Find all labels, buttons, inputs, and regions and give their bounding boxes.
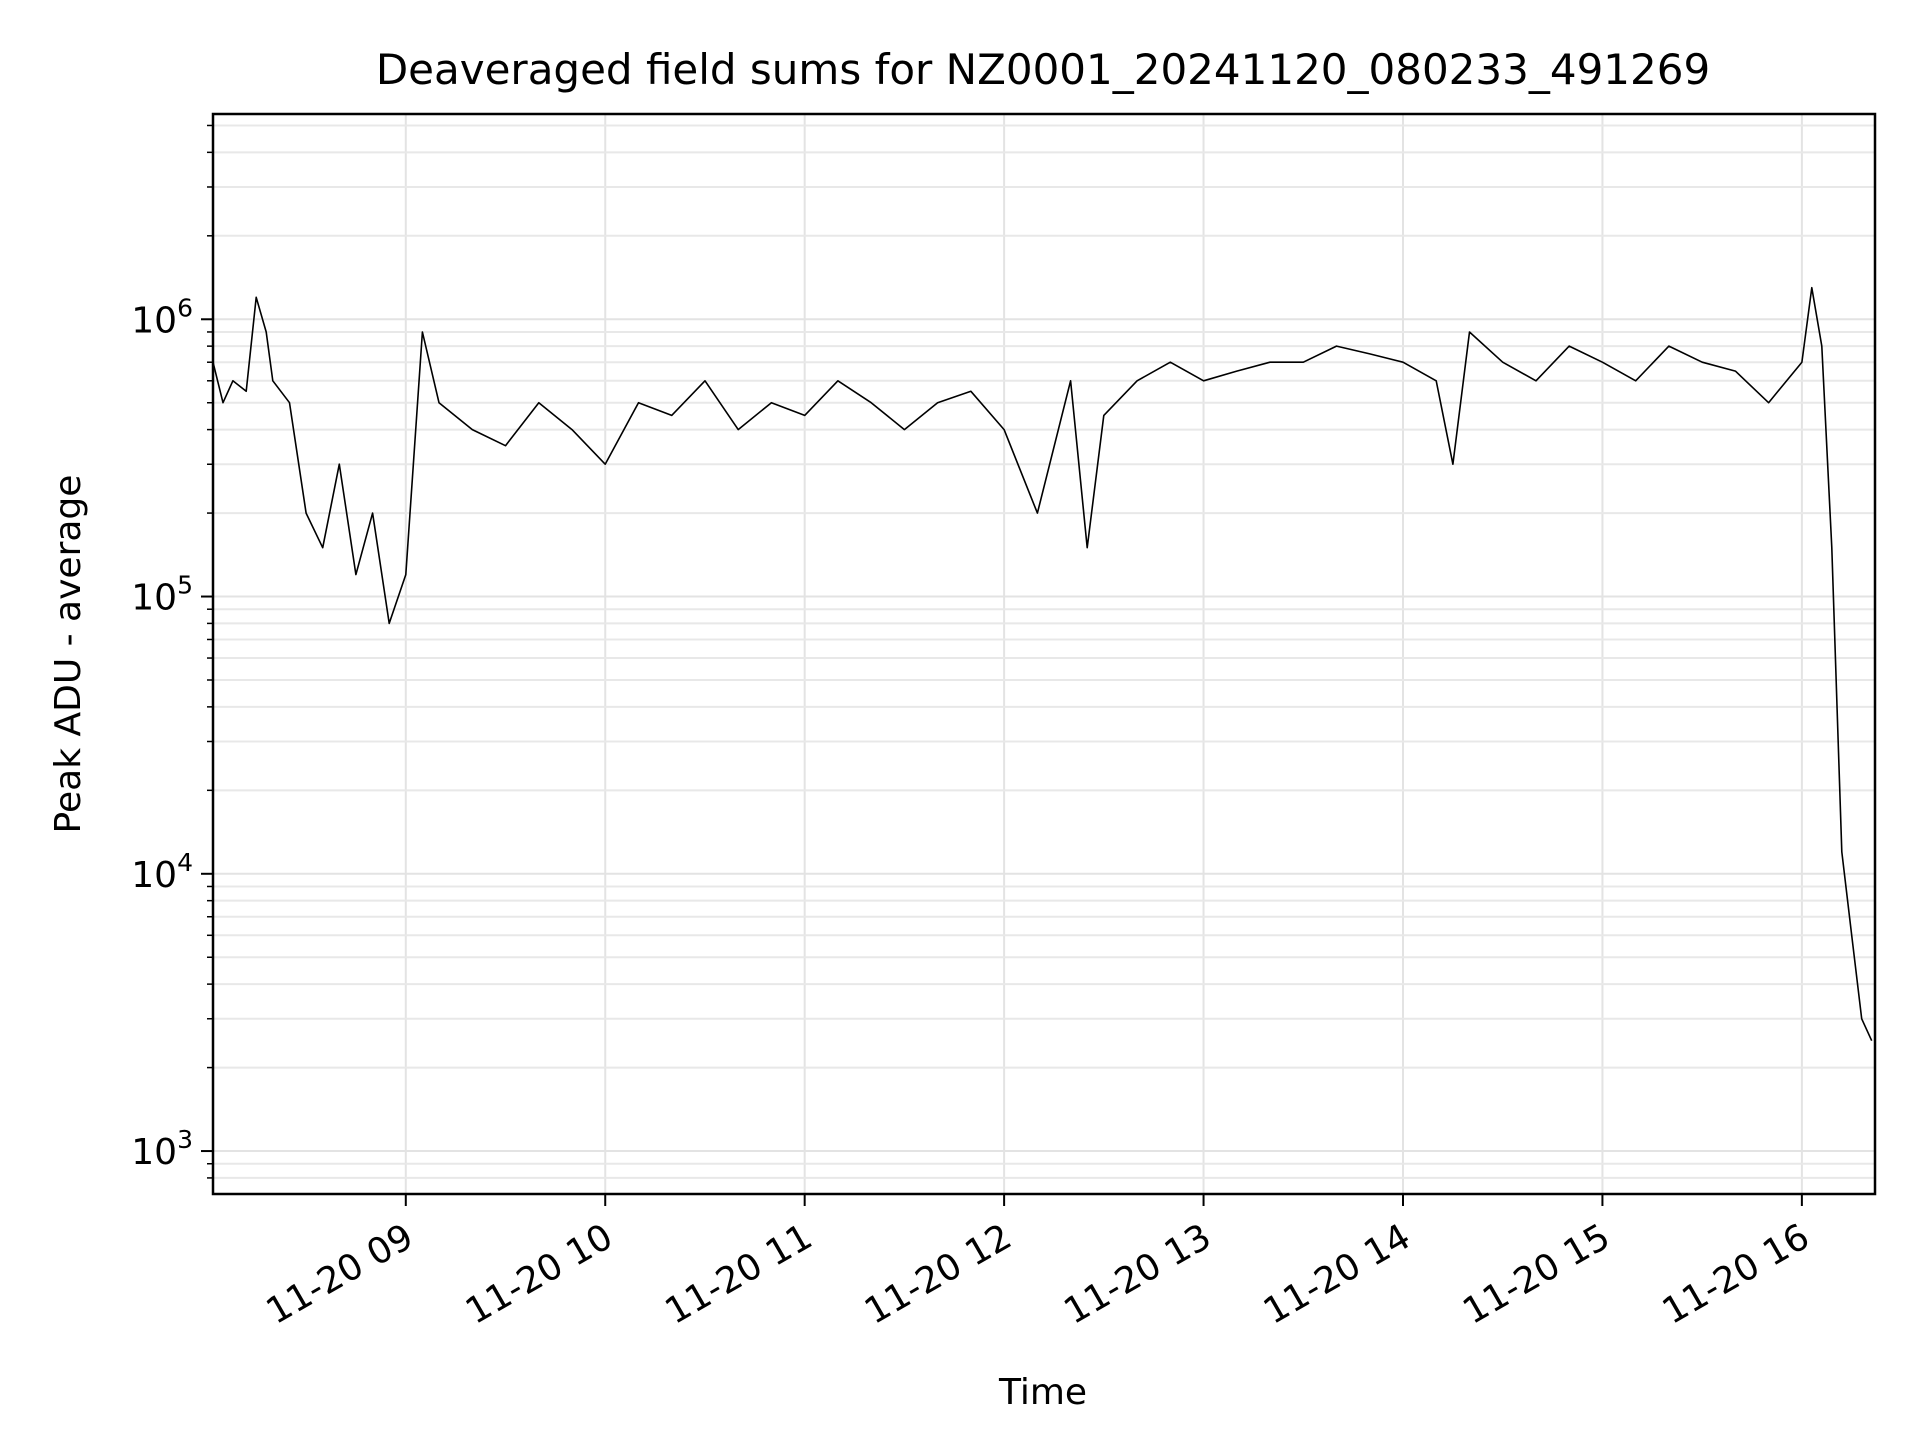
y-tick-exponent: 3	[177, 1125, 193, 1154]
y-tick-exponent: 4	[177, 848, 193, 877]
y-axis-label: Peak ADU - average	[48, 475, 89, 834]
x-tick-label: 11-20 16	[1656, 1216, 1817, 1332]
y-tick-base: 10	[131, 300, 177, 341]
y-tick-base: 10	[131, 578, 177, 619]
y-tick-label: 104	[131, 848, 193, 896]
y-tick-base: 10	[131, 1132, 177, 1173]
y-tick-exponent: 6	[177, 293, 193, 322]
x-tick-label: 11-20 09	[260, 1216, 421, 1332]
x-tick-label: 11-20 11	[658, 1216, 819, 1332]
series-layer	[212, 286, 1873, 1042]
x-axis-label: Time	[998, 1372, 1087, 1413]
plot-frame	[211, 112, 1877, 1196]
y-tick-label: 105	[131, 571, 193, 619]
x-gridlines	[404, 114, 1803, 1194]
y-gridlines	[213, 124, 1875, 1179]
x-tick-label: 11-20 12	[858, 1216, 1019, 1332]
x-tick-label: 11-20 15	[1456, 1216, 1617, 1332]
x-tick-label: 11-20 13	[1057, 1216, 1218, 1332]
series-line	[212, 286, 1873, 1042]
y-tick-label: 106	[131, 293, 193, 341]
x-tick-label: 11-20 10	[459, 1216, 620, 1332]
x-tick-label: 11-20 14	[1257, 1216, 1418, 1332]
y-tick-exponent: 5	[177, 571, 193, 600]
x-axis-ticks: 11-20 09 11-20 10 11-20 11 11-20 12 11-20 13…	[260, 1194, 1817, 1333]
y-tick-base: 10	[131, 855, 177, 896]
y-tick-label: 103	[131, 1125, 193, 1173]
chart-title: Deaveraged field sums for NZ0001_2024112…	[376, 45, 1710, 94]
